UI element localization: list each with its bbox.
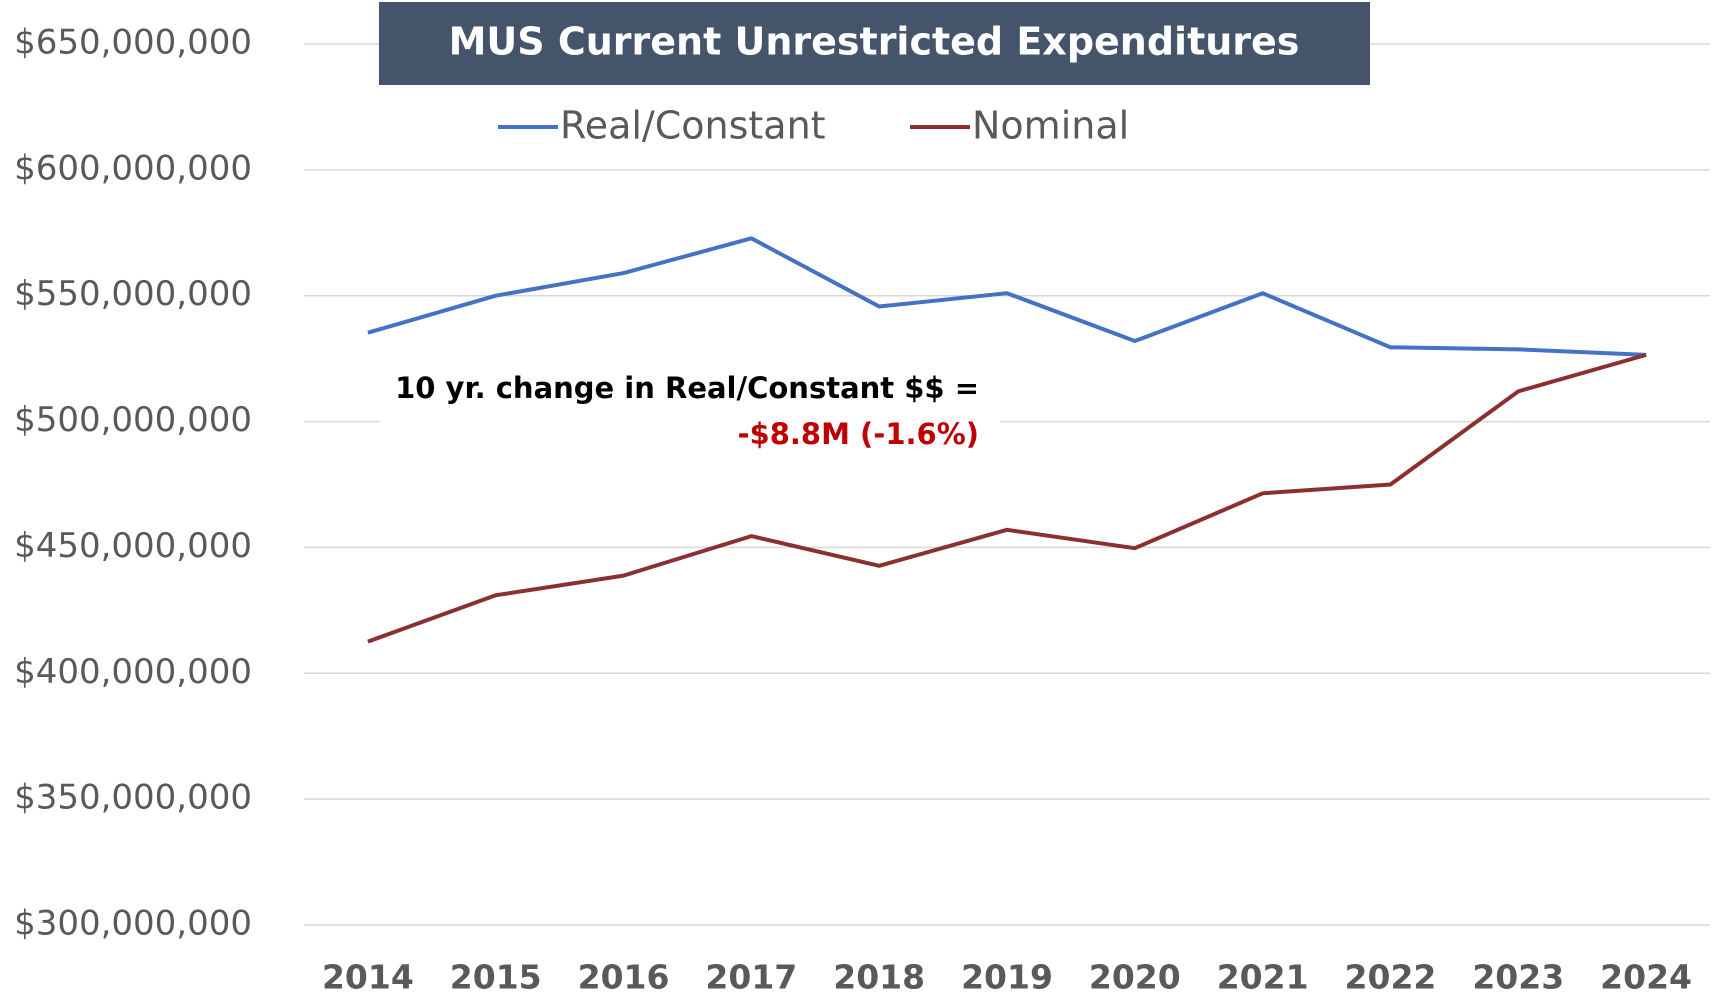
x-tick-label: 2024 — [1600, 958, 1692, 997]
x-tick-label: 2015 — [450, 958, 542, 997]
x-tick-label: 2022 — [1345, 958, 1437, 997]
x-tick-label: 2020 — [1089, 958, 1181, 997]
line-series — [367, 236, 1647, 357]
y-tick-label: $650,000,000 — [14, 23, 252, 63]
annotation: 10 yr. change in Real/Constant $$ = — [395, 371, 979, 405]
x-tick-label: 2018 — [833, 958, 925, 997]
y-tick-label: $300,000,000 — [14, 904, 252, 944]
x-tick-label: 2021 — [1217, 958, 1309, 997]
x-tick-label: 2014 — [322, 958, 414, 997]
y-tick-label: $350,000,000 — [14, 778, 252, 818]
legend-label: Nominal — [972, 104, 1129, 148]
y-tick-label: $400,000,000 — [14, 652, 252, 692]
y-tick-label: $600,000,000 — [14, 148, 252, 188]
y-tick-label: $450,000,000 — [14, 526, 252, 566]
y-tick-label: $500,000,000 — [14, 400, 252, 440]
y-tick-label: $550,000,000 — [14, 274, 252, 314]
x-tick-label: 2017 — [705, 958, 797, 997]
annotation: -$8.8M (-1.6%) — [737, 417, 979, 451]
x-tick-label: 2016 — [578, 958, 670, 997]
line-series — [367, 352, 1647, 644]
x-tick-label: 2023 — [1472, 958, 1564, 997]
legend-label: Real/Constant — [560, 104, 826, 148]
annotation-bg — [380, 368, 1000, 460]
title-box — [379, 2, 1370, 85]
x-tick-label: 2019 — [961, 958, 1053, 997]
chart-title: MUS Current Unrestricted Expenditures — [449, 20, 1300, 64]
